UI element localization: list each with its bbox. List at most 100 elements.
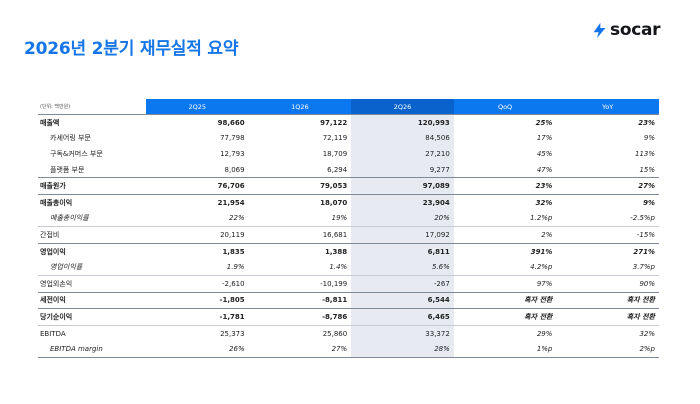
row-label: 카셰어링 부문: [50, 134, 91, 143]
cell-1q26: 16,681: [248, 226, 352, 244]
row-label: 매출총이익률: [50, 214, 89, 223]
table-row: 매출총이익률 22% 19% 20% 1.2%p -2.5%p: [38, 210, 659, 227]
socar-logo: socar: [591, 20, 661, 40]
cell-yoy: 흑자 전환: [556, 291, 659, 309]
column-header-2q25: 2Q25: [146, 99, 249, 115]
row-label: 구독&커머스 부문: [50, 149, 103, 158]
cell-2q26: 97,089: [351, 177, 454, 195]
row-label: 간접비: [38, 226, 146, 244]
cell-2q26: 28%: [351, 341, 454, 358]
cell-yoy: 271%: [556, 242, 659, 260]
table-row: 카셰어링 부문 77,798 72,119 84,506 17% 9%: [38, 130, 659, 147]
table-row: 간접비 20,119 16,681 17,092 2% -15%: [38, 226, 659, 244]
cell-yoy: 흑자 전환: [556, 308, 659, 326]
cell-2q26: 84,506: [351, 130, 454, 147]
cell-2q25: -1,781: [146, 308, 249, 326]
cell-yoy: 9%: [556, 193, 659, 211]
cell-2q26: 6,811: [351, 242, 454, 260]
cell-qoq: 25%: [453, 113, 557, 131]
cell-1q26: 19%: [331, 214, 348, 223]
cell-yoy: 90%: [556, 274, 659, 293]
cell-2q25: 12,793: [220, 149, 245, 158]
cell-yoy: 32%: [556, 324, 659, 342]
slide-title: 2026년 2분기 재무실적 요약: [24, 39, 239, 59]
table-row: 영업이익 1,835 1,388 6,811 391% 271%: [38, 242, 659, 260]
cell-qoq: 45%: [536, 149, 553, 158]
unit-label: (단위: 백만원): [38, 99, 146, 115]
row-label: EBITDA margin: [38, 341, 146, 358]
row-label: 플랫폼 부문: [50, 165, 85, 174]
cell-2q25: 1.9%: [226, 263, 245, 272]
financial-summary-table: (단위: 백만원) 2Q25 1Q26 2Q26 QoQ YoY 매출액 98,…: [38, 99, 659, 358]
cell-2q25: 98,660: [146, 113, 249, 131]
cell-qoq: 97%: [453, 274, 557, 293]
table-row: 구독&커머스 부문 12,793 18,709 27,210 45% 113%: [38, 146, 659, 162]
row-label: 매출원가: [38, 177, 146, 195]
row-label: 영업외손익: [38, 274, 146, 293]
socar-logo-icon: [593, 22, 606, 38]
cell-2q26: 6,465: [351, 308, 454, 326]
cell-2q26: 17,092: [351, 226, 454, 244]
table-row: 영업외손익 -2,610 -10,199 -267 97% 90%: [38, 274, 659, 293]
cell-yoy: 27%: [556, 177, 659, 195]
table-row: 당기순이익 -1,781 -8,786 6,465 흑자 전환 흑자 전환: [38, 308, 659, 326]
cell-2q25: 22%: [229, 214, 245, 223]
cell-2q25: -2,610: [146, 274, 249, 293]
cell-qoq: 32%: [453, 193, 557, 211]
table-row: EBITDA 25,373 25,860 33,372 29% 32%: [38, 324, 659, 342]
cell-1q26: -8,786: [248, 308, 352, 326]
table-row: EBITDA margin 26% 27% 28% 1%p 2%p: [38, 341, 659, 358]
cell-1q26: -10,199: [248, 274, 352, 293]
cell-1q26: 27%: [248, 341, 352, 358]
cell-yoy: 23%: [556, 113, 659, 131]
table-row: 플랫폼 부문 8,069 6,294 9,277 47% 15%: [38, 161, 659, 178]
table-row: 매출총이익 21,954 18,070 23,904 32% 9%: [38, 193, 659, 211]
row-label: 세전이익: [38, 291, 146, 309]
cell-2q26: -267: [351, 274, 454, 293]
cell-qoq: 흑자 전환: [453, 291, 557, 309]
cell-qoq: 1.2%p: [530, 214, 553, 223]
table-row: 매출원가 76,706 79,053 97,089 23% 27%: [38, 177, 659, 195]
cell-2q25: 76,706: [146, 177, 249, 195]
row-label: 영업이익률: [50, 263, 83, 272]
cell-yoy: 9%: [643, 134, 655, 143]
cell-1q26: 6,294: [327, 165, 348, 174]
cell-yoy: -15%: [556, 226, 659, 244]
cell-2q25: -1,805: [146, 291, 249, 309]
cell-1q26: 1.4%: [329, 263, 348, 272]
cell-qoq: 47%: [536, 165, 553, 174]
row-label: 매출액: [38, 113, 146, 131]
cell-qoq: 흑자 전환: [453, 308, 557, 326]
cell-yoy: 2%p: [556, 341, 659, 358]
cell-qoq: 4.2%p: [530, 263, 553, 272]
cell-qoq: 2%: [453, 226, 557, 244]
cell-2q26: 20%: [351, 210, 454, 227]
cell-2q25: 1,835: [146, 242, 249, 260]
brand-wordmark: socar: [610, 20, 661, 40]
cell-yoy: 113%: [634, 149, 655, 158]
cell-1q26: 1,388: [248, 242, 352, 260]
cell-1q26: 18,709: [322, 149, 348, 158]
cell-2q26: 33,372: [351, 324, 454, 342]
cell-1q26: 79,053: [248, 177, 352, 195]
cell-2q25: 8,069: [224, 165, 245, 174]
cell-2q26: 120,993: [351, 113, 454, 131]
cell-1q26: 18,070: [248, 193, 352, 211]
cell-2q25: 77,798: [220, 134, 245, 143]
cell-2q25: 20,119: [146, 226, 249, 244]
cell-1q26: -8,811: [248, 291, 352, 309]
cell-2q25: 25,373: [146, 324, 249, 342]
cell-qoq: 391%: [453, 242, 557, 260]
table-row: 영업이익률 1.9% 1.4% 5.6% 4.2%p 3.7%p: [38, 259, 659, 276]
cell-yoy: 3.7%p: [632, 263, 655, 272]
column-header-2q26: 2Q26: [351, 99, 454, 115]
cell-1q26: 72,119: [322, 134, 348, 143]
cell-2q26: 9,277: [351, 161, 454, 178]
cell-qoq: 29%: [453, 324, 557, 342]
column-header-qoq: QoQ: [453, 99, 557, 115]
cell-yoy: 15%: [639, 165, 655, 174]
column-header-yoy: YoY: [556, 99, 659, 115]
row-label: EBITDA: [38, 324, 146, 342]
cell-2q25: 26%: [146, 341, 249, 358]
row-label: 매출총이익: [38, 193, 146, 211]
